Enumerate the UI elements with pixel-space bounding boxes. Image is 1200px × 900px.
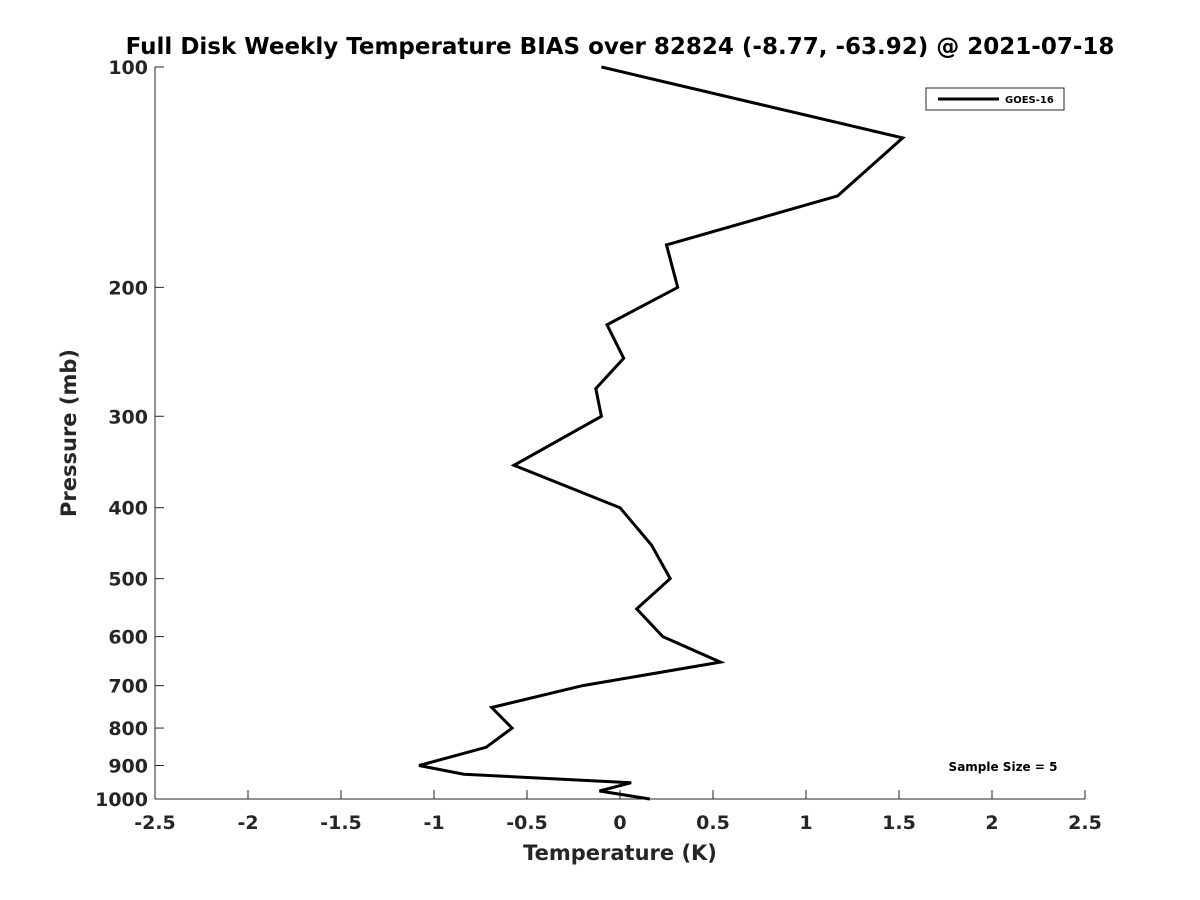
x-tick-label: 2 [985,812,998,834]
y-axis-label: Pressure (mb) [57,349,81,517]
x-tick-label: 1 [799,812,812,834]
y-tick-label: 400 [108,498,148,520]
legend-label: GOES-16 [1005,95,1054,106]
x-tick-label: 2.5 [1068,812,1102,834]
x-tick-label: -1.5 [320,812,362,834]
x-tick-label: -0.5 [506,812,548,834]
y-tick-label: 200 [108,277,148,299]
x-tick-label: -1 [423,812,444,834]
y-tick-label: 500 [108,569,148,591]
x-axis-ticks: -2.5 -2 -1.5 -1 -0.5 0 0.5 1 1.5 2 2.5 [134,790,1102,834]
x-tick-label: -2.5 [134,812,176,834]
y-tick-label: 600 [108,627,148,649]
y-tick-label: 700 [108,676,148,698]
x-axis-label: Temperature (K) [523,841,717,865]
series-layer [418,65,906,801]
legend: GOES-16 [925,87,1065,111]
y-axis-ticks: 100 200 300 400 500 600 700 800 900 1000 [95,57,164,811]
y-tick-label: 800 [108,718,148,740]
plot-area [155,67,1085,799]
x-tick-label: 1.5 [882,812,916,834]
chart-title: Full Disk Weekly Temperature BIAS over 8… [126,34,1115,60]
y-tick-label: 1000 [95,789,148,811]
x-tick-label: 0 [613,812,626,834]
x-tick-label: -2 [237,812,258,834]
y-tick-label: 100 [108,57,148,79]
y-tick-label: 300 [108,406,148,428]
y-tick-label: 900 [108,756,148,778]
sample-size-annotation: Sample Size = 5 [949,760,1058,774]
x-tick-label: 0.5 [696,812,730,834]
